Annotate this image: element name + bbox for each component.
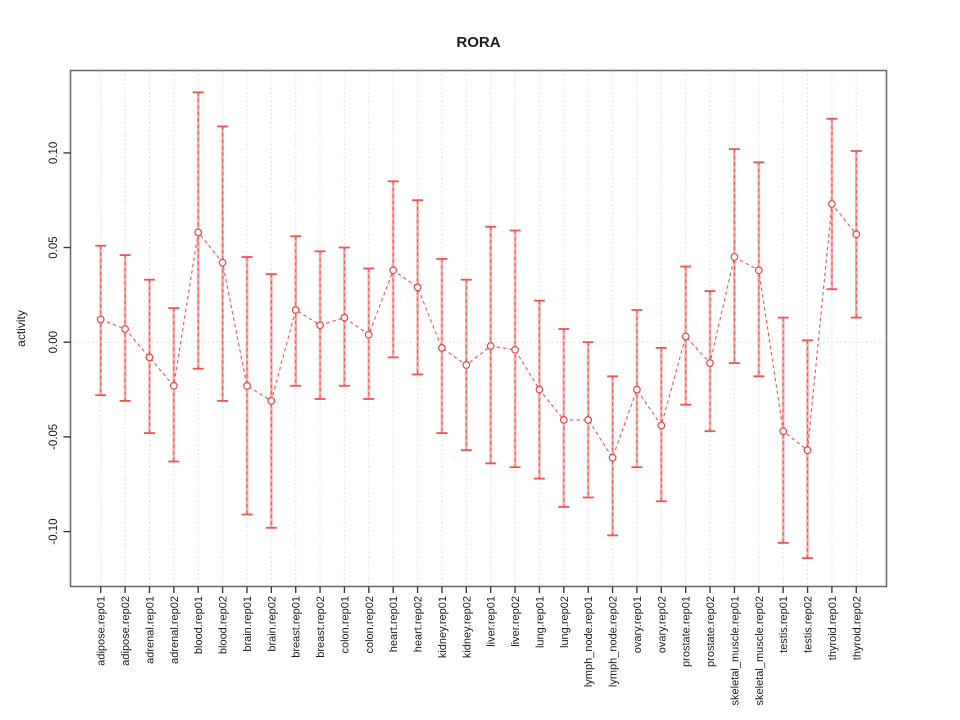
data-point-marker [364,330,373,339]
y-tick-label: 0.05 [48,236,60,258]
x-tick-label: blood.rep01 [193,596,205,654]
x-tick-label: kidney.rep01 [437,596,449,658]
data-point-marker [145,353,154,362]
x-tick-label: lung.rep02 [559,596,571,648]
data-point-marker [486,342,495,350]
x-tick-label: skeletal_muscle.rep02 [754,596,766,705]
data-point-marker [340,313,349,322]
x-tick-label: breast.rep02 [315,596,327,658]
plot-border [69,69,888,588]
x-tick-label: testis.rep02 [803,596,815,653]
chart-title: RORA [456,34,500,51]
x-tick-label: blood.rep02 [218,596,230,654]
data-point-marker [633,385,641,394]
y-tick-label: -0.10 [48,518,60,544]
data-point-marker [852,230,861,239]
data-point-marker [96,315,105,324]
y-axis-label: activity [14,310,28,347]
x-tick-label: adrenal.rep01 [145,596,157,664]
x-tick-label: ovary.rep01 [632,596,644,653]
x-tick-label: ovary.rep02 [656,596,668,653]
x-tick-label: adipose.rep02 [120,596,132,666]
data-point-marker [121,325,129,333]
x-tick-label: liver.rep01 [486,596,498,647]
x-tick-label: adipose.rep01 [96,596,108,666]
data-point-marker [779,427,788,436]
data-point-marker [706,359,714,368]
data-point-marker [657,421,666,430]
x-tick-label: testis.rep01 [778,596,790,653]
data-point-marker [291,306,300,314]
data-point-marker [389,266,398,275]
data-point-marker [828,200,836,208]
y-tick-label: -0.05 [48,424,60,450]
data-point-marker [194,228,203,237]
data-point-marker [267,397,276,405]
x-tick-label: heart.rep01 [388,596,400,652]
x-tick-label: colon.rep02 [364,596,376,654]
data-point-marker [243,381,251,390]
x-tick-label: lymph_node.rep02 [608,596,620,687]
x-tick-label: liver.rep02 [510,596,522,647]
y-tick-label: 0.10 [48,142,60,164]
x-tick-label: thyroid.rep01 [827,596,839,660]
x-tick-label: lung.rep01 [534,596,546,648]
x-tick-label: prostate.rep02 [705,596,717,667]
data-point-marker [608,453,617,462]
x-tick-label: prostate.rep01 [681,596,693,667]
x-tick-label: kidney.rep02 [461,596,473,658]
series-connector [100,202,857,459]
data-point-marker [462,361,471,369]
data-point-marker [316,321,325,330]
data-point-marker [681,332,690,341]
data-point-marker [511,345,519,354]
data-point-marker [559,416,568,424]
data-point-marker [218,258,227,267]
y-tick-label: 0.00 [48,331,60,353]
data-point-marker [535,385,544,394]
x-tick-label: colon.rep01 [339,596,351,654]
x-tick-label: heart.rep02 [413,596,425,652]
x-tick-label: lymph_node.rep01 [583,596,595,687]
x-tick-label: brain.rep01 [242,596,254,652]
data-point-marker [754,266,763,275]
data-point-marker [584,416,593,424]
x-tick-label: skeletal_muscle.rep01 [729,596,741,705]
x-tick-label: breast.rep01 [291,596,303,658]
x-tick-label: brain.rep02 [266,596,278,652]
data-point-marker [438,344,446,352]
x-tick-label: thyroid.rep02 [851,596,863,660]
x-tick-label: adrenal.rep02 [169,596,181,664]
data-point-marker [803,446,812,455]
data-point-marker [413,283,422,292]
data-point-marker [730,253,739,261]
data-point-marker [169,381,178,390]
